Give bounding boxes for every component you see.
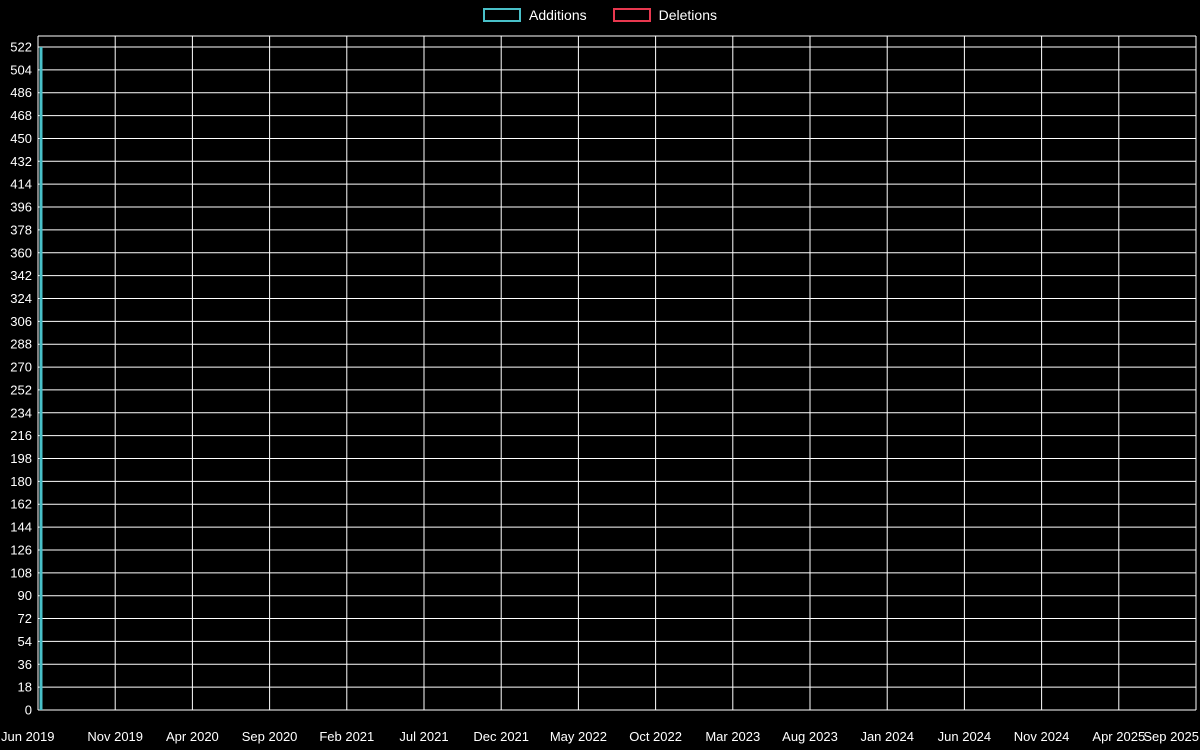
y-tick-label: 306 bbox=[10, 314, 32, 329]
y-tick-label: 468 bbox=[10, 108, 32, 123]
x-tick-label: Sep 2020 bbox=[242, 729, 298, 744]
y-tick-label: 198 bbox=[10, 451, 32, 466]
y-tick-label: 414 bbox=[10, 177, 32, 192]
legend-item-deletions[interactable]: Deletions bbox=[612, 6, 717, 24]
y-tick-label: 162 bbox=[10, 497, 32, 512]
y-tick-label: 0 bbox=[25, 703, 32, 718]
y-tick-label: 126 bbox=[10, 542, 32, 557]
legend-label-deletions: Deletions bbox=[658, 7, 717, 23]
x-tick-label: Apr 2020 bbox=[166, 729, 219, 744]
y-tick-label: 234 bbox=[10, 405, 32, 420]
x-tick-label: Nov 2024 bbox=[1014, 729, 1070, 744]
y-tick-label: 378 bbox=[10, 222, 32, 237]
y-tick-label: 450 bbox=[10, 131, 32, 146]
y-tick-label: 90 bbox=[18, 588, 32, 603]
additions-swatch-icon bbox=[483, 8, 522, 22]
y-tick-label: 54 bbox=[18, 634, 32, 649]
y-tick-label: 180 bbox=[10, 474, 32, 489]
y-tick-label: 342 bbox=[10, 268, 32, 283]
x-tick-label: Dec 2021 bbox=[473, 729, 529, 744]
x-tick-label: Jan 2024 bbox=[860, 729, 914, 744]
x-tick-label: Jun 2019 bbox=[1, 729, 55, 744]
y-tick-label: 360 bbox=[10, 245, 32, 260]
y-tick-label: 18 bbox=[18, 680, 32, 695]
x-tick-label: Feb 2021 bbox=[319, 729, 374, 744]
legend-item-additions[interactable]: Additions bbox=[483, 6, 587, 24]
x-tick-label: Oct 2022 bbox=[629, 729, 682, 744]
x-tick-label: Sep 2025 bbox=[1143, 729, 1199, 744]
x-tick-label: Jun 2024 bbox=[938, 729, 992, 744]
y-tick-label: 486 bbox=[10, 85, 32, 100]
y-tick-label: 396 bbox=[10, 200, 32, 215]
y-tick-label: 324 bbox=[10, 291, 32, 306]
y-tick-label: 72 bbox=[18, 611, 32, 626]
y-tick-label: 504 bbox=[10, 62, 32, 77]
x-tick-label: Mar 2023 bbox=[705, 729, 760, 744]
deletions-swatch-icon bbox=[612, 8, 651, 22]
y-tick-label: 216 bbox=[10, 428, 32, 443]
y-tick-label: 432 bbox=[10, 154, 32, 169]
y-tick-label: 270 bbox=[10, 360, 32, 375]
x-tick-label: Apr 2025 bbox=[1092, 729, 1145, 744]
legend-label-additions: Additions bbox=[529, 7, 587, 23]
y-tick-label: 36 bbox=[18, 657, 32, 672]
x-tick-label: Aug 2023 bbox=[782, 729, 838, 744]
y-tick-label: 144 bbox=[10, 520, 32, 535]
y-tick-label: 522 bbox=[10, 40, 32, 55]
y-tick-label: 288 bbox=[10, 337, 32, 352]
y-tick-label: 252 bbox=[10, 382, 32, 397]
chart-legend: Additions Deletions bbox=[0, 6, 1200, 24]
y-tick-label: 108 bbox=[10, 565, 32, 580]
x-tick-label: Nov 2019 bbox=[87, 729, 143, 744]
x-tick-label: Jul 2021 bbox=[399, 729, 448, 744]
x-tick-label: May 2022 bbox=[550, 729, 607, 744]
